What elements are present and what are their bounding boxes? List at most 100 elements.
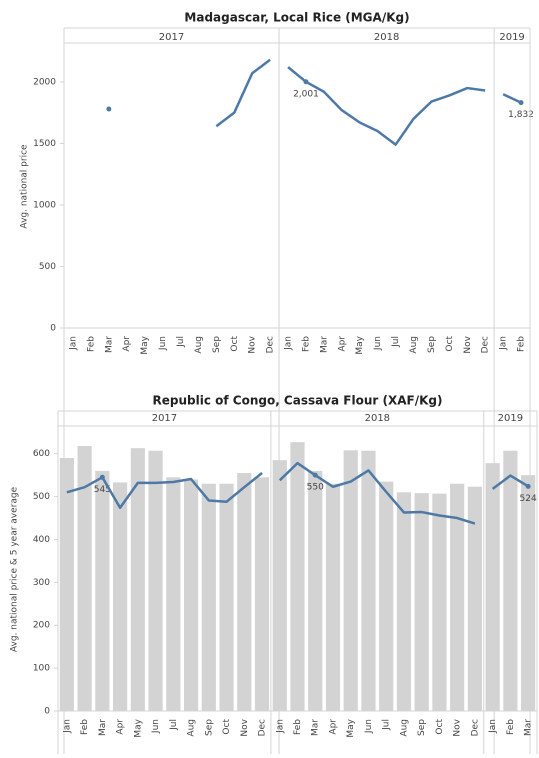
y-tick-label: 200 xyxy=(33,621,50,631)
x-tick-label: Apr xyxy=(337,336,347,352)
x-tick-label: Jan xyxy=(499,336,509,351)
y-axis-label: Avg. national price & 5 year average xyxy=(10,486,20,652)
x-tick-label: May xyxy=(140,335,150,354)
bar xyxy=(237,473,252,711)
x-tick-label: Jun xyxy=(158,336,168,351)
x-tick-label: Nov xyxy=(240,718,250,736)
x-tick-label: Dec xyxy=(258,719,268,736)
y-tick-label: 500 xyxy=(33,492,50,502)
value-label: 550 xyxy=(307,483,324,493)
bar xyxy=(272,460,287,711)
bar xyxy=(148,450,163,711)
x-tick-label: Jan xyxy=(488,719,498,734)
bar xyxy=(59,458,74,711)
year-label: 2019 xyxy=(499,32,524,43)
x-tick-label: Jan xyxy=(284,336,294,351)
bar xyxy=(450,483,465,711)
bar xyxy=(308,470,323,711)
x-tick-label: Jan xyxy=(62,719,72,734)
line xyxy=(491,474,529,490)
bar xyxy=(343,450,358,711)
bar xyxy=(485,463,500,711)
x-tick-label: Apr xyxy=(328,719,338,735)
x-tick-label: Jan xyxy=(68,336,78,351)
year-label: 2018 xyxy=(374,32,399,43)
bar xyxy=(414,493,429,711)
year-label: 2017 xyxy=(152,413,177,424)
x-tick-label: Oct xyxy=(435,719,445,735)
x-tick-label: Aug xyxy=(194,336,204,354)
bar xyxy=(361,450,376,711)
bar xyxy=(166,477,181,711)
x-tick-label: Mar xyxy=(524,719,534,736)
x-tick-label: Jul xyxy=(382,719,392,731)
y-tick-label: 1500 xyxy=(33,139,56,149)
bar xyxy=(183,479,199,711)
x-tick-label: May xyxy=(346,718,356,737)
x-tick-label: Jul xyxy=(169,719,179,731)
line xyxy=(215,58,271,128)
value-label: 2,001 xyxy=(293,89,319,99)
x-tick-label: Oct xyxy=(445,336,455,352)
y-tick-label: 1000 xyxy=(33,200,56,210)
bar xyxy=(396,492,412,711)
x-tick-label: Aug xyxy=(409,336,419,354)
chart-title: Madagascar, Local Rice (MGA/Kg) xyxy=(184,11,409,25)
x-tick-label: Mar xyxy=(319,336,329,353)
x-tick-label: Oct xyxy=(222,719,232,735)
x-tick-label: Jan xyxy=(275,719,285,734)
x-tick-label: Dec xyxy=(481,336,491,353)
x-tick-label: Jun xyxy=(364,719,374,734)
y-tick-label: 300 xyxy=(33,578,50,588)
chart-title: Republic of Congo, Cassava Flour (XAF/Kg… xyxy=(153,394,443,408)
year-label: 2019 xyxy=(498,413,523,424)
x-tick-label: Apr xyxy=(122,336,132,352)
bar xyxy=(521,475,536,711)
bar xyxy=(432,493,447,711)
y-tick-label: 500 xyxy=(39,262,56,272)
x-tick-label: Mar xyxy=(98,719,108,736)
bar xyxy=(219,483,234,711)
bar xyxy=(290,442,305,711)
x-tick-label: Sep xyxy=(204,719,214,736)
x-tick-label: Nov xyxy=(248,335,258,353)
x-tick-label: Feb xyxy=(301,336,311,352)
x-tick-label: Dec xyxy=(266,336,276,353)
x-tick-label: Dec xyxy=(470,719,480,736)
bar xyxy=(77,446,92,711)
value-label: 1,832 xyxy=(508,110,534,120)
x-tick-label: Aug xyxy=(187,719,197,737)
x-tick-label: Feb xyxy=(506,719,516,735)
bar xyxy=(503,450,518,711)
bar xyxy=(95,470,110,711)
value-label: 524 xyxy=(520,494,537,504)
x-tick-label: Aug xyxy=(399,719,409,737)
y-tick-label: 400 xyxy=(33,535,50,545)
x-tick-label: Feb xyxy=(80,719,90,735)
x-tick-label: Sep xyxy=(212,336,222,353)
y-tick-label: 2000 xyxy=(33,77,56,87)
y-axis-label: Avg. national price xyxy=(20,144,30,229)
bar xyxy=(379,481,394,711)
x-tick-label: Feb xyxy=(517,336,527,352)
x-tick-label: Oct xyxy=(230,336,240,352)
bar xyxy=(467,486,483,711)
x-tick-label: Feb xyxy=(86,336,96,352)
value-label: 545 xyxy=(94,485,111,495)
x-tick-label: May xyxy=(355,335,365,354)
point xyxy=(106,106,112,112)
bar xyxy=(254,477,270,711)
x-tick-label: Apr xyxy=(116,719,126,735)
y-tick-label: 0 xyxy=(44,707,50,717)
x-tick-label: Nov xyxy=(463,335,473,353)
x-tick-label: Sep xyxy=(417,719,427,736)
line xyxy=(278,461,476,525)
x-tick-label: Nov xyxy=(453,718,463,736)
y-tick-label: 0 xyxy=(50,324,56,334)
bar xyxy=(130,448,145,711)
bar xyxy=(201,483,216,711)
bar xyxy=(325,483,341,711)
bar xyxy=(112,482,128,711)
x-tick-label: Jul xyxy=(176,336,186,348)
